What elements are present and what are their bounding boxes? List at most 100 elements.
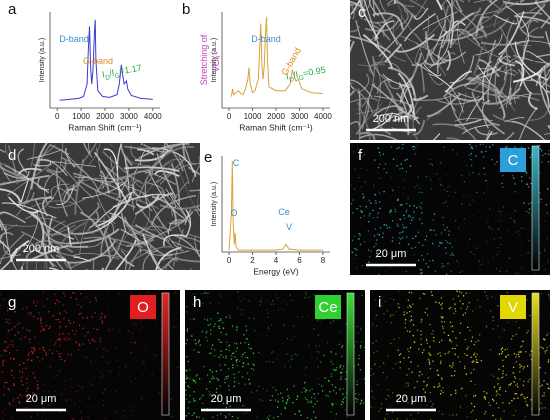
map-pixel bbox=[18, 401, 20, 403]
annotation-part: Stretching of bbox=[199, 34, 209, 85]
map-pixel bbox=[400, 353, 402, 355]
nanotube bbox=[47, 217, 58, 249]
map-pixel bbox=[233, 385, 235, 387]
nanotube bbox=[411, 96, 421, 121]
map-pixel bbox=[99, 340, 101, 342]
nanotube bbox=[514, 41, 549, 81]
map-pixel bbox=[87, 417, 89, 419]
map-pixel bbox=[487, 219, 489, 221]
map-pixel bbox=[278, 309, 280, 311]
map-pixel bbox=[20, 377, 22, 379]
nanotube bbox=[184, 209, 192, 225]
map-pixel bbox=[130, 291, 133, 293]
map-pixel bbox=[107, 308, 109, 310]
map-pixel bbox=[470, 251, 472, 254]
map-pixel bbox=[62, 332, 64, 335]
map-pixel bbox=[118, 373, 120, 376]
map-pixel bbox=[63, 310, 66, 312]
map-pixel bbox=[447, 195, 450, 197]
map-pixel bbox=[189, 378, 191, 380]
map-pixel bbox=[520, 227, 522, 229]
nanotube bbox=[537, 62, 550, 76]
nanotube bbox=[37, 176, 50, 191]
map-pixel bbox=[99, 338, 102, 340]
map-pixel bbox=[361, 211, 363, 213]
map-pixel bbox=[63, 292, 65, 294]
scale-bar-label: 20 μm bbox=[211, 393, 242, 405]
map-pixel bbox=[215, 391, 218, 393]
map-pixel bbox=[417, 231, 420, 233]
map-pixel bbox=[438, 382, 440, 385]
map-pixel bbox=[411, 292, 413, 294]
map-pixel bbox=[417, 259, 420, 262]
spectrum-line bbox=[228, 160, 323, 251]
nanotube bbox=[359, 0, 367, 17]
nanotube bbox=[10, 240, 30, 263]
map-pixel bbox=[546, 237, 548, 240]
nanotube bbox=[128, 248, 142, 270]
nanotube bbox=[498, 11, 525, 56]
map-pixel bbox=[421, 319, 423, 321]
map-pixel bbox=[240, 313, 243, 316]
map-pixel bbox=[115, 347, 117, 349]
map-pixel bbox=[530, 182, 532, 185]
map-pixel bbox=[48, 404, 50, 406]
nanotube bbox=[350, 39, 352, 42]
map-pixel bbox=[420, 202, 423, 204]
map-pixel bbox=[134, 378, 137, 380]
map-pixel bbox=[544, 352, 546, 354]
map-pixel bbox=[185, 389, 187, 392]
map-pixel bbox=[412, 324, 415, 326]
map-pixel bbox=[108, 315, 110, 318]
map-pixel bbox=[217, 397, 219, 399]
map-pixel bbox=[515, 320, 517, 323]
map-pixel bbox=[422, 244, 424, 246]
map-pixel bbox=[11, 404, 13, 406]
nanotube bbox=[82, 179, 128, 199]
nanotube bbox=[496, 0, 511, 14]
map-pixel bbox=[454, 347, 456, 350]
map-pixel bbox=[428, 176, 430, 178]
nanotube bbox=[33, 160, 52, 167]
map-pixel bbox=[454, 370, 456, 372]
map-pixel bbox=[243, 413, 246, 415]
map-pixel bbox=[544, 372, 547, 374]
annotation-part: G-band bbox=[83, 56, 113, 66]
map-pixel bbox=[319, 318, 321, 320]
element-badge bbox=[130, 295, 156, 319]
map-pixel bbox=[198, 351, 201, 353]
map-pixel bbox=[292, 402, 294, 404]
map-pixel bbox=[407, 382, 409, 385]
nanotube bbox=[377, 117, 392, 136]
map-pixel bbox=[5, 347, 7, 349]
nanotube bbox=[372, 0, 375, 18]
map-pixel bbox=[433, 213, 436, 215]
map-pixel bbox=[472, 245, 474, 247]
map-pixel bbox=[484, 398, 487, 401]
map-pixel bbox=[276, 358, 278, 360]
map-pixel bbox=[99, 318, 101, 320]
map-pixel bbox=[69, 338, 71, 340]
nanotube bbox=[135, 194, 160, 209]
map-pixel bbox=[42, 346, 45, 349]
map-pixel bbox=[370, 406, 372, 408]
annotation: O bbox=[230, 208, 237, 218]
map-pixel bbox=[513, 397, 515, 400]
map-pixel bbox=[521, 176, 523, 178]
map-pixel bbox=[418, 205, 421, 208]
map-pixel bbox=[363, 196, 365, 198]
map-pixel bbox=[476, 191, 478, 194]
map-pixel bbox=[220, 350, 222, 352]
map-pixel bbox=[378, 273, 380, 275]
map-pixel bbox=[450, 254, 452, 256]
nanotube bbox=[412, 106, 423, 140]
map-pixel bbox=[31, 359, 33, 361]
map-pixel bbox=[469, 143, 471, 146]
color-bar bbox=[531, 292, 540, 416]
map-pixel bbox=[451, 347, 454, 350]
map-pixel bbox=[419, 297, 421, 300]
nanotube bbox=[534, 60, 550, 64]
annotation-part: I bbox=[101, 70, 105, 80]
nanotube bbox=[544, 133, 550, 135]
map-pixel bbox=[370, 202, 372, 204]
